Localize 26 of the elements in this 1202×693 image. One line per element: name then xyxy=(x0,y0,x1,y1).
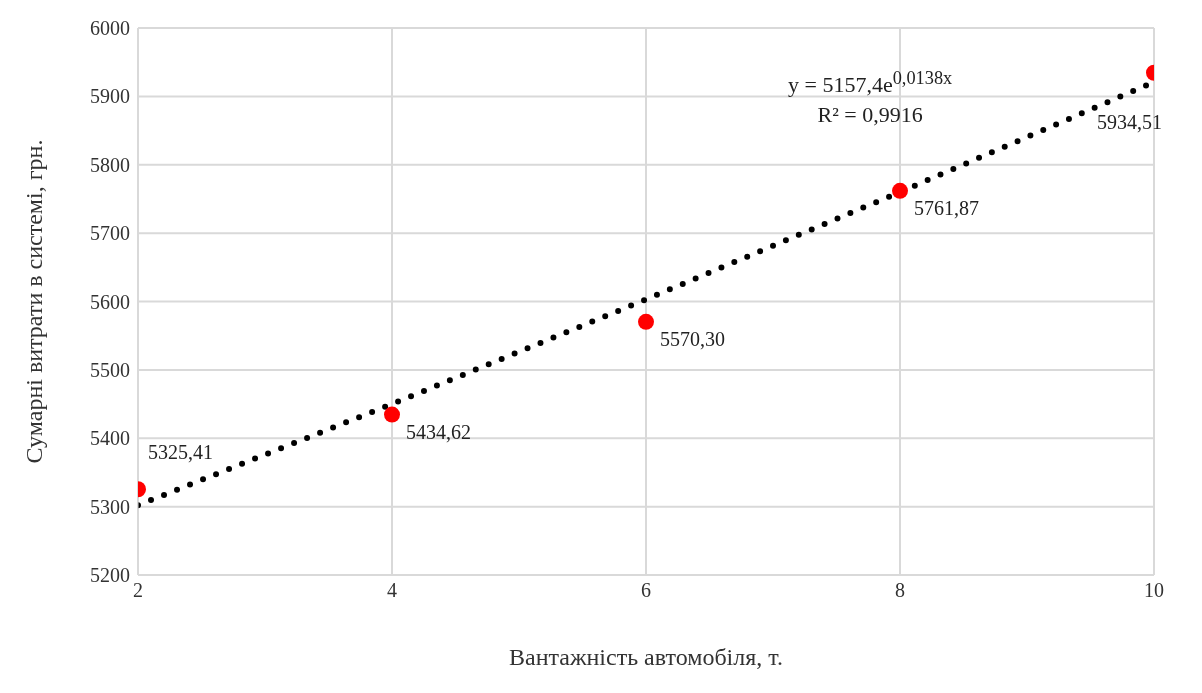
y-tick-label: 5500 xyxy=(90,358,130,381)
y-tick-label: 5900 xyxy=(90,85,130,108)
x-tick-label: 6 xyxy=(641,579,651,602)
annotation: y = 5157,4e$^{0,0138x}$ xyxy=(788,67,953,100)
point xyxy=(638,313,654,330)
data-label: 5434,62 xyxy=(406,420,471,443)
y-tick-label: 5300 xyxy=(90,495,130,518)
point xyxy=(384,406,400,423)
data-label: 5325,41 xyxy=(148,441,213,464)
y-tick-label: 5600 xyxy=(90,290,130,313)
data-label: 5761,87 xyxy=(914,196,979,219)
y-axis-title: Сумарні витрати в системі, грн. xyxy=(20,139,47,464)
x-tick-label: 10 xyxy=(1144,579,1164,602)
data-label: 5934,51 xyxy=(1097,110,1162,133)
x-tick-label: 2 xyxy=(133,579,143,602)
y-tick-label: 5200 xyxy=(90,564,130,587)
y-tick-label: 5800 xyxy=(90,153,130,176)
x-axis-title: Вантажність автомобіля, т. xyxy=(509,644,783,670)
data-label: 5570,30 xyxy=(660,327,725,350)
annotation: R² = 0,9916 xyxy=(816,101,924,130)
y-tick-label: 5700 xyxy=(90,222,130,245)
x-tick-label: 4 xyxy=(387,579,397,602)
point xyxy=(892,182,908,199)
y-tick-label: 6000 xyxy=(90,17,130,40)
y-tick-label: 5400 xyxy=(90,427,130,450)
x-tick-label: 8 xyxy=(895,579,905,602)
